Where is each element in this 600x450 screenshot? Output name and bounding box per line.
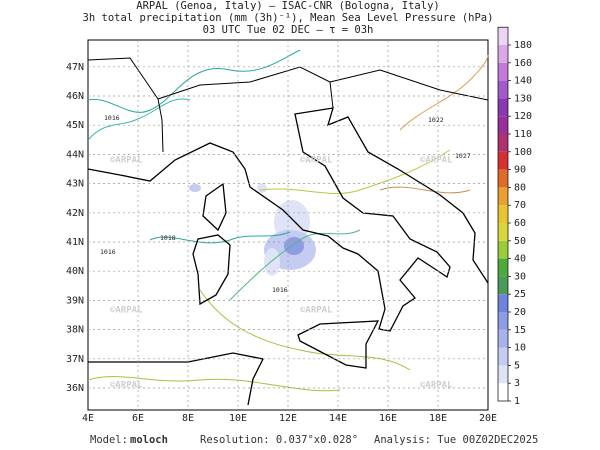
lat-label: 37N [66,354,84,365]
contour-label: 1016 [104,114,120,122]
colorbar-swatch [498,27,508,45]
lon-label: 18E [429,413,447,424]
colorbar-swatch [498,205,508,223]
colorbar-label: 70 [514,200,526,211]
colorbar-swatch [498,45,508,63]
lat-label: 39N [66,295,84,306]
watermark: ©ARPAL [110,156,143,166]
watermark: ©ARPAL [420,156,453,166]
colorbar-swatch [498,347,508,366]
coastline [297,320,380,369]
lon-label: 16E [379,413,397,424]
colorbar-label: 10 [514,343,526,354]
coastline [87,107,489,332]
colorbar-swatch [498,187,508,206]
title-line: 3h total precipitation (mm (3h)⁻¹), Mean… [83,12,494,24]
colorbar-swatch [498,223,508,241]
colorbar-swatch [498,80,508,99]
colorbar-frame [497,26,509,402]
watermark: ©ARPAL [300,306,333,316]
lat-label: 42N [66,208,84,219]
colorbar-label: 130 [514,93,532,104]
colorbar-swatch [498,294,508,312]
colorbar-label: 15 [514,325,526,336]
lat-label: 45N [66,120,84,131]
contour-label: 1022 [428,116,444,124]
border [87,57,489,153]
lon-label: 10E [229,413,247,424]
lon-label: 14E [329,413,347,424]
coastline [192,234,231,306]
lat-label: 41N [66,237,84,248]
colorbar-swatch [498,98,508,117]
title-line: 03 UTC Tue 02 DEC – τ = 03h [203,24,374,36]
colorbar-label: 160 [514,58,532,69]
lat-label: 38N [66,325,84,336]
map: ©ARPAL ©ARPAL ©ARPAL ©ARPAL ©ARPAL ©ARPAL ©ARP… [87,39,489,411]
lat-label: 46N [66,91,84,102]
colorbar-label: 140 [514,76,532,87]
colorbar-label: 120 [514,111,532,122]
colorbar-swatch [498,62,508,81]
coastline [202,182,227,232]
colorbar-label: 50 [514,236,526,247]
lat-label: 44N [66,149,84,160]
colorbar-label: 110 [514,129,532,140]
lon-label: 4E [82,413,94,424]
footer-label: Model: [90,434,128,446]
colorbar-swatch [498,365,508,384]
contour-label: 1027 [455,152,471,160]
colorbar-swatch [498,116,508,134]
watermark: ©ARPAL [110,381,143,391]
lat-label: 40N [66,266,84,277]
contour-label: 1018 [160,234,176,242]
colorbar-label: 30 [514,271,526,282]
lon-label: 8E [182,413,194,424]
colorbar-swatch [498,383,508,401]
colorbar-swatch [498,134,508,152]
colorbar-label: 100 [514,147,532,158]
colorbar-label: 60 [514,218,526,229]
lat-label: 47N [66,62,84,73]
colorbar-label: 90 [514,165,526,176]
colorbar-label: 40 [514,254,526,265]
colorbar-swatch [498,276,508,295]
watermark: ©ARPAL [300,156,333,166]
lon-label: 6E [132,413,144,424]
colorbar-label: 1 [514,396,520,407]
precipitation [189,183,316,276]
lon-label: 12E [279,413,297,424]
contour-label: 1016 [272,286,288,294]
watermark: ©ARPAL [110,306,143,316]
colorbar-label: 25 [514,289,526,300]
lat-label: 36N [66,383,84,394]
footer-analysis: Analysis: Tue 00Z02DEC2025 [374,434,538,446]
colorbar-swatch [498,258,508,277]
colorbar-swatch [498,151,508,170]
coastline [88,352,264,406]
colorbar-swatch [498,312,508,330]
colorbar-label: 3 [514,378,520,389]
footer-resolution: Resolution: 0.037°x0.028° [200,434,358,446]
colorbar-swatch [498,169,508,188]
contour-label: 1016 [100,248,116,256]
footer-model: moloch [130,434,168,446]
colorbar-label: 20 [514,307,526,318]
colorbar-swatch [498,240,508,259]
colorbar-label: 80 [514,182,526,193]
title-line: ARPAL (Genoa, Italy) — ISAC-CNR (Bologna… [136,0,439,12]
lon-label: 20E [479,413,497,424]
colorbar-swatch [498,329,508,348]
lat-label: 43N [66,179,84,190]
colorbar: 1 3 5 10 15 20 25 30 40 50 60 70 80 90 100 110 120 130 140… [497,26,532,407]
watermark: ©ARPAL [420,381,453,391]
colorbar-label: 5 [514,360,520,371]
colorbar-label: 180 [514,40,532,51]
